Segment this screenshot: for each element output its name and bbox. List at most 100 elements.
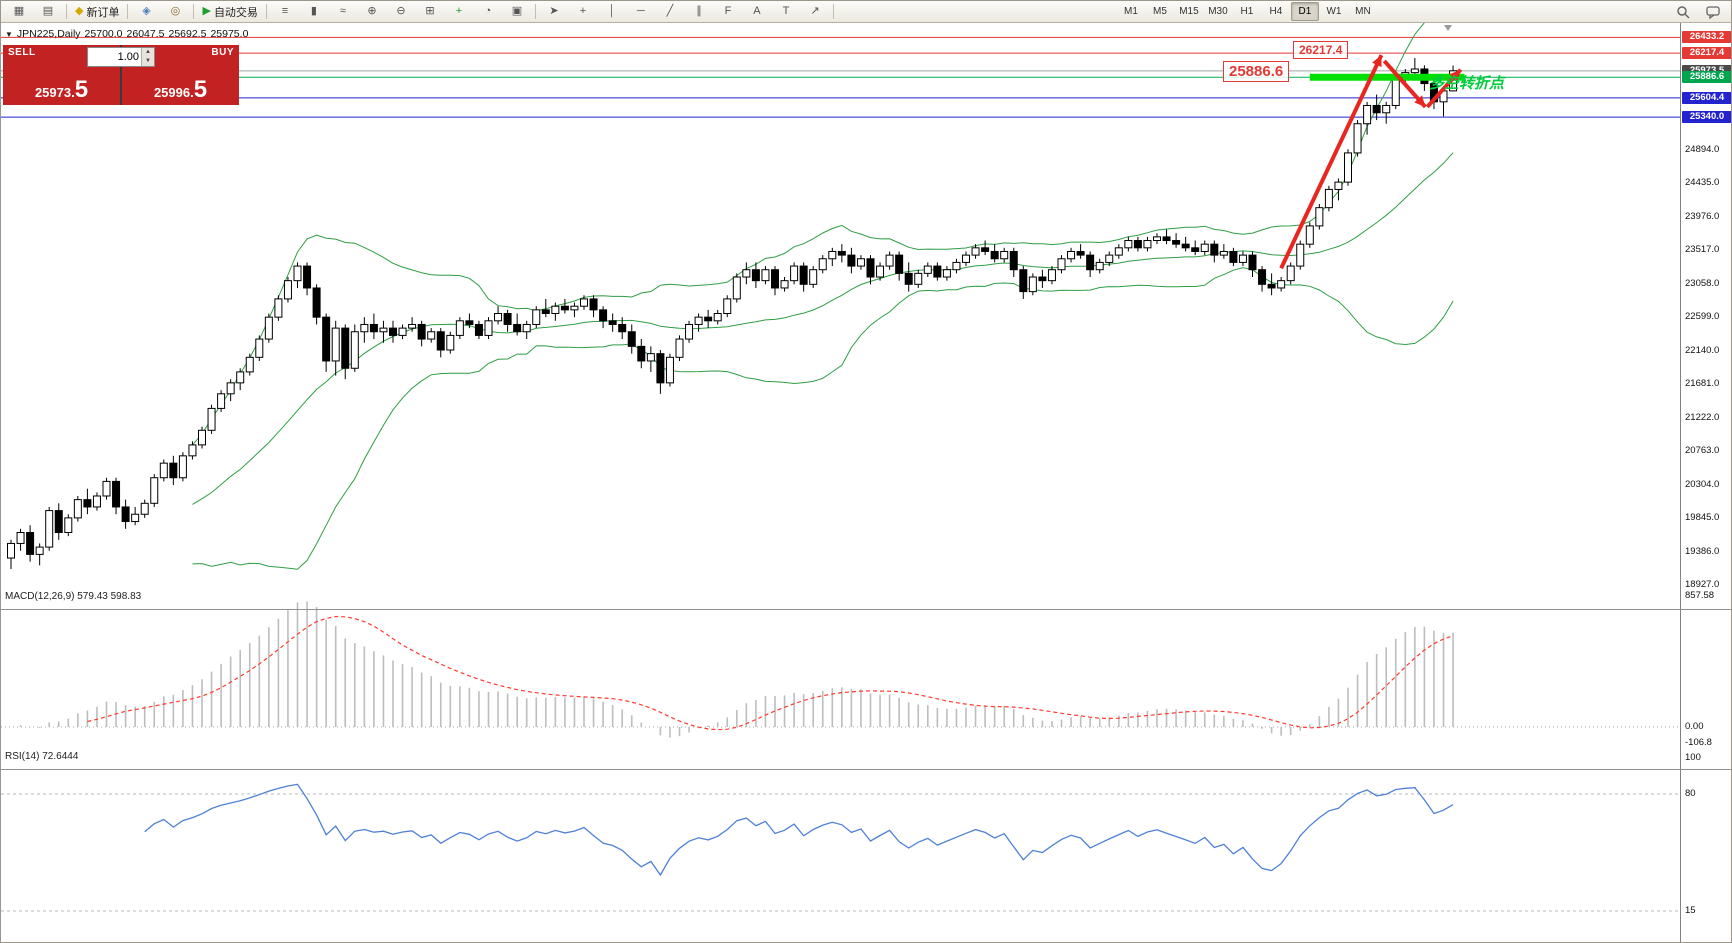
fibonacci-button[interactable]: F	[714, 2, 742, 22]
navigator-button[interactable]: ◎	[161, 2, 189, 22]
horizontal-lines[interactable]	[1, 36, 1680, 118]
price-tick: 22140.0	[1685, 344, 1720, 356]
text-label-button[interactable]: T	[772, 2, 800, 22]
price-tick: 23517.0	[1685, 244, 1720, 256]
price-tick: 23058.0	[1685, 277, 1720, 289]
text-button[interactable]: A	[743, 2, 771, 22]
zoom-out-button[interactable]: ⊖	[387, 2, 415, 22]
volume-up-button[interactable]: ▲	[142, 48, 154, 57]
templates-button[interactable]: ▣	[503, 2, 531, 22]
timeframe-m1-button[interactable]: M1	[1123, 6, 1138, 17]
price-tick: 22599.0	[1685, 311, 1720, 323]
candlestick-series	[7, 58, 1458, 569]
candlestick-chart-button[interactable]: ▮	[300, 2, 328, 22]
tile-windows-icon: ⊞	[425, 5, 435, 17]
panel-collapse-icon[interactable]: ▼	[5, 29, 13, 39]
toolbar-separator	[66, 4, 67, 19]
new-order-button[interactable]: ◆ 新订单	[71, 2, 123, 22]
tile-windows-button[interactable]: ⊞	[416, 2, 444, 22]
toolbar: ▦ ▤ ◆ 新订单 ◈ ◎ ▶ 自动交易 ≡ ▮ ≈ ⊕ ⊖ ⊞ + ◔ ▣ ➤ + │ ─ ╱ ∥ F A T ↗ M1 M5 M15 M…	[1, 1, 1731, 23]
autotrading-icon: ▶	[202, 5, 211, 17]
indicators-button[interactable]: +	[445, 2, 473, 22]
macd-indicator-label: MACD(12,26,9) 579.43 598.83	[5, 591, 142, 602]
templates-icon: ▣	[511, 5, 523, 17]
toolbar-right-group	[1669, 2, 1727, 22]
equidistant-channel-button[interactable]: ∥	[685, 2, 713, 22]
new-order-icon: ◆	[75, 5, 84, 17]
volume-down-button[interactable]: ▼	[142, 57, 154, 66]
trend-arrows[interactable]	[1279, 54, 1463, 270]
price-tick: 21681.0	[1685, 378, 1720, 390]
cursor-button[interactable]: ➤	[540, 2, 568, 22]
equidistant-channel-icon: ∥	[696, 5, 702, 17]
price-tick: 23976.0	[1685, 210, 1720, 222]
autotrading-button[interactable]: ▶ 自动交易	[198, 2, 261, 22]
resistance-price-label[interactable]: 26217.4	[1293, 41, 1349, 59]
turning-point-label[interactable]: 多空转折点	[1429, 75, 1505, 92]
bars-chart-icon: ≡	[281, 5, 289, 17]
zoom-out-icon: ⊖	[396, 5, 406, 17]
new-chart-icon: ▦	[13, 5, 25, 17]
arrows-button[interactable]: ↗	[801, 2, 829, 22]
timeframe-h1-button[interactable]: H1	[1240, 6, 1254, 17]
rsi-tick: 80	[1685, 788, 1696, 799]
indicators-icon: +	[455, 5, 463, 17]
search-button[interactable]	[1669, 2, 1697, 22]
line-chart-button[interactable]: ≈	[329, 2, 357, 22]
price-tick: 20763.0	[1685, 445, 1720, 457]
macd-tick: 857.58	[1685, 589, 1715, 601]
search-icon	[1677, 5, 1690, 19]
macd-panel	[1, 601, 1680, 738]
chart-close: 25975.0	[210, 28, 249, 40]
macd-panel-separator[interactable]	[1, 609, 1731, 610]
crosshair-button[interactable]: +	[569, 2, 597, 22]
chart-shift-marker[interactable]	[1444, 25, 1452, 31]
toolbar-separator	[534, 4, 536, 19]
support-price-label[interactable]: 25886.6	[1223, 61, 1290, 82]
sell-price: 25973. 5	[34, 76, 89, 103]
timeframe-d1-button[interactable]: D1	[1290, 2, 1319, 21]
macd-tick: 0.00	[1685, 721, 1704, 732]
text-label-icon: T	[782, 5, 790, 17]
chat-icon	[1706, 5, 1720, 19]
price-tag: 25340.0	[1682, 111, 1731, 124]
timeframe-m30-button[interactable]: M30	[1208, 6, 1228, 17]
vertical-line-button[interactable]: │	[598, 2, 626, 22]
market-watch-icon: ◈	[142, 5, 151, 17]
volume-input[interactable]	[88, 48, 141, 66]
timeframe-w1-button[interactable]: W1	[1326, 6, 1342, 17]
toolbar-separator	[193, 4, 195, 19]
candlestick-chart-icon: ▮	[310, 5, 317, 17]
periods-button[interactable]: ◔	[474, 2, 502, 22]
timeframe-mn-button[interactable]: MN	[1355, 6, 1371, 17]
rsi-panel-separator[interactable]	[1, 769, 1731, 770]
bars-chart-button[interactable]: ≡	[271, 2, 299, 22]
horizontal-line-button[interactable]: ─	[627, 2, 655, 22]
arrows-icon: ↗	[810, 5, 820, 17]
chat-button[interactable]	[1699, 2, 1727, 22]
chart-open: 25700.0	[84, 28, 123, 40]
chart-info: ▼ JPN225,Daily 25700.0 26047.5 25692.5 2…	[5, 28, 248, 40]
volume-stepper: ▲ ▼	[87, 47, 155, 67]
price-tag: 25604.4	[1682, 91, 1731, 104]
trendline-button[interactable]: ╱	[656, 2, 684, 22]
zoom-in-icon: ⊕	[367, 5, 377, 17]
chart-canvas	[1, 23, 1680, 912]
price-tick: 18927.0	[1685, 579, 1720, 591]
profiles-button[interactable]: ▤	[34, 2, 62, 22]
price-tick: 21222.0	[1685, 411, 1720, 423]
price-tick: 24894.0	[1685, 143, 1720, 155]
cursor-icon: ➤	[549, 5, 559, 17]
macd-tick: -106.8	[1685, 737, 1712, 749]
new-chart-button[interactable]: ▦	[5, 2, 33, 22]
zoom-in-button[interactable]: ⊕	[358, 2, 386, 22]
bollinger-bands	[192, 23, 1454, 570]
navigator-icon: ◎	[170, 5, 181, 17]
rsi-indicator-label: RSI(14) 72.6444	[5, 751, 79, 762]
toolbar-separator	[832, 4, 834, 19]
buy-label: BUY	[211, 47, 234, 58]
timeframe-m15-button[interactable]: M15	[1179, 6, 1199, 17]
timeframe-h4-button[interactable]: H4	[1269, 6, 1283, 17]
timeframe-m5-button[interactable]: M5	[1152, 6, 1167, 17]
market-watch-button[interactable]: ◈	[132, 2, 160, 22]
